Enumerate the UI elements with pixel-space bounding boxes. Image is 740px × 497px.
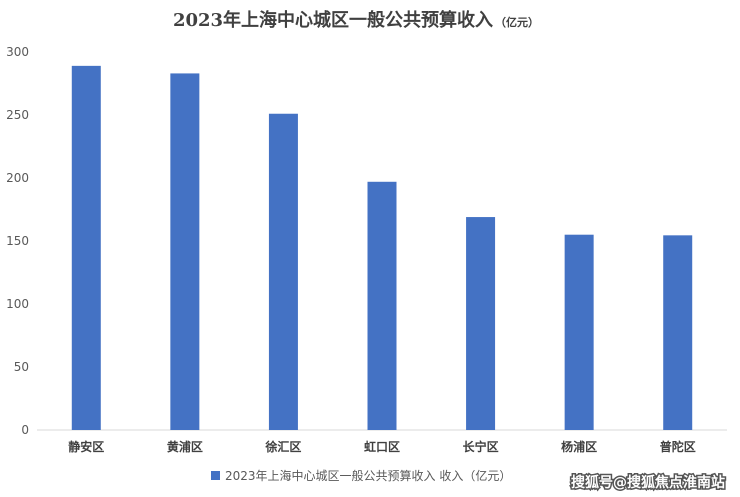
chart-title-unit: （亿元） bbox=[495, 15, 539, 29]
bars bbox=[71, 65, 693, 431]
x-tick-label: 普陀区 bbox=[660, 439, 696, 454]
y-tick-label: 200 bbox=[6, 171, 29, 185]
y-tick-label: 150 bbox=[6, 234, 29, 248]
bar bbox=[367, 181, 397, 430]
x-axis: 静安区 黄浦区 徐汇区 虹口区 长宁区 杨浦区 普陀区 bbox=[68, 439, 695, 454]
y-tick-label: 100 bbox=[6, 297, 29, 311]
x-tick-label: 虹口区 bbox=[364, 439, 400, 454]
legend-swatch bbox=[211, 471, 220, 480]
legend: 2023年上海中心城区一般公共预算收入 收入（亿元） bbox=[211, 468, 511, 483]
bar bbox=[268, 113, 298, 431]
bar bbox=[564, 234, 594, 430]
bar bbox=[663, 235, 693, 430]
y-tick-label: 50 bbox=[14, 360, 29, 374]
chart-title-main: 2023年上海中心城区一般公共预算收入 bbox=[173, 9, 493, 31]
bar bbox=[71, 65, 101, 431]
legend-label: 2023年上海中心城区一般公共预算收入 收入（亿元） bbox=[225, 468, 511, 483]
y-tick-label: 0 bbox=[21, 423, 29, 437]
x-tick-label: 杨浦区 bbox=[561, 439, 597, 454]
y-tick-label: 250 bbox=[6, 108, 29, 122]
x-tick-label: 静安区 bbox=[68, 439, 104, 454]
x-tick-label: 徐汇区 bbox=[264, 439, 301, 454]
chart-title: 2023年上海中心城区一般公共预算收入 （亿元） bbox=[173, 9, 539, 31]
bar bbox=[466, 217, 496, 430]
x-tick-label: 长宁区 bbox=[463, 439, 499, 454]
y-tick-label: 300 bbox=[6, 45, 29, 59]
watermark: 搜狐号@搜狐焦点淮南站 bbox=[571, 474, 725, 491]
y-axis: 0 50 100 150 200 250 300 bbox=[6, 45, 29, 437]
bar bbox=[170, 73, 200, 431]
x-tick-label: 黄浦区 bbox=[167, 439, 203, 454]
